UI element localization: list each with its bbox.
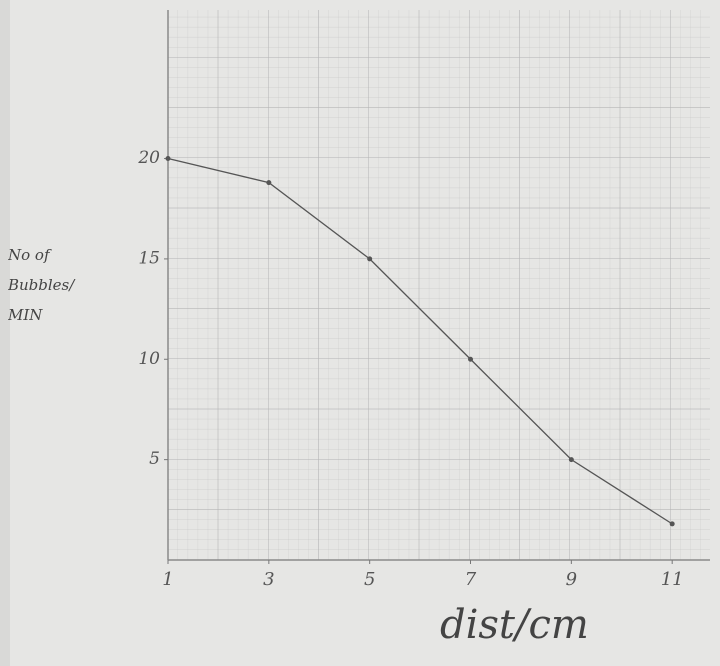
data-point [166, 156, 171, 161]
data-point [266, 180, 271, 185]
x-tick-label: 1 [162, 569, 173, 590]
data-point [367, 256, 372, 261]
y-tick-label: 10 [138, 349, 160, 369]
y-axis-label: No of Bubbles/ MIN [8, 240, 100, 330]
data-point [670, 521, 675, 526]
x-tick-label: 3 [263, 569, 274, 590]
grid-major [168, 10, 710, 560]
chart: No of Bubbles/ MIN dist/cm 5 10 15 20 1 3 5 7 9 1… [0, 0, 720, 666]
x-tick-label: 5 [364, 569, 375, 590]
data-point [569, 457, 574, 462]
y-tick-label: 5 [149, 449, 160, 469]
data-point [468, 357, 473, 362]
y-axis-label-box: No of Bubbles/ MIN [8, 240, 108, 350]
y-tick-label: 15 [138, 248, 160, 268]
x-axis-label: dist/cm [440, 602, 589, 648]
x-tick-label: 11 [661, 569, 684, 590]
x-tick-label: 9 [566, 569, 577, 590]
x-tick-label: 7 [465, 569, 477, 590]
y-tick-label: 20 [137, 148, 160, 168]
